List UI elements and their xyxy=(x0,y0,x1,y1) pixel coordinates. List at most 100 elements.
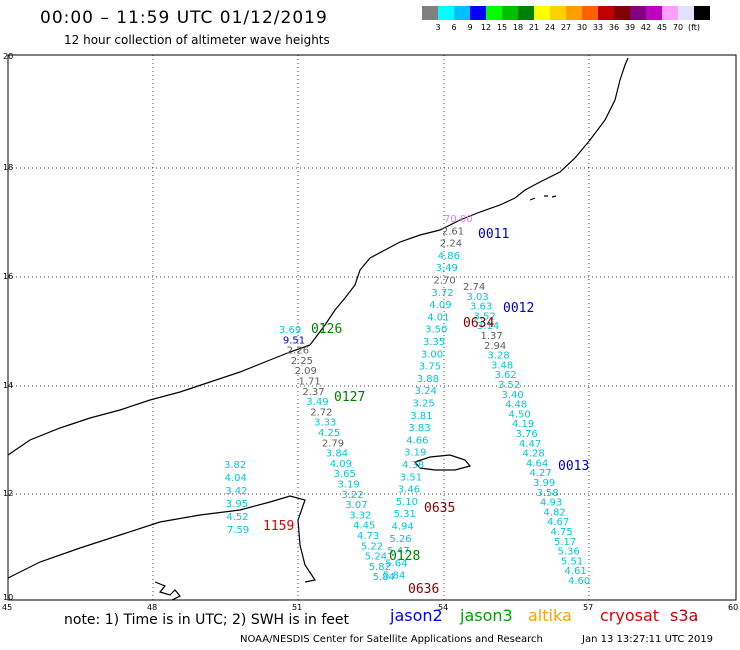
wave-height-value: 3.42 xyxy=(225,486,247,497)
wave-height-value: 2.25 xyxy=(291,356,313,367)
colorbar-swatch xyxy=(486,6,502,20)
wave-height-value: 3.00 xyxy=(421,349,443,360)
lon-label: 60 xyxy=(728,603,738,612)
wave-height-value: 4.45 xyxy=(353,521,375,532)
wave-height-value: 4.04 xyxy=(225,473,247,484)
wave-height-value: 3.52 xyxy=(498,380,520,391)
lat-label: 12 xyxy=(3,489,13,498)
colorbar-swatch xyxy=(614,6,630,20)
colorbar-label: 45 xyxy=(656,23,668,32)
wave-height-value: 3.82 xyxy=(224,460,246,471)
wave-height-value: 5.84 xyxy=(373,572,395,583)
wave-height-value: 3.24 xyxy=(415,386,437,397)
wave-height-value: 3.69 xyxy=(279,325,301,336)
lon-label: 48 xyxy=(147,603,157,612)
map-title: 00:00 – 11:59 UTC 01/12/2019 xyxy=(40,8,328,28)
wave-height-value: 4.19 xyxy=(512,419,534,430)
wave-height-value: 3.72 xyxy=(431,288,453,299)
mission-cryosat: cryosat xyxy=(600,606,660,625)
wave-height-value: 4.64 xyxy=(526,458,548,469)
colorbar-swatch xyxy=(422,6,438,20)
wave-height-value: 5.26 xyxy=(389,534,411,545)
wave-height-value: 2.70 xyxy=(434,276,456,287)
coastline xyxy=(7,57,629,601)
colorbar-swatch xyxy=(694,6,710,20)
pass-label: 0011 xyxy=(478,227,509,242)
wave-height-value: 4.73 xyxy=(357,531,379,542)
colorbar-swatch xyxy=(566,6,582,20)
lon-label: 54 xyxy=(438,603,448,612)
colorbar-label: (ft) xyxy=(687,23,701,32)
colorbar-swatch xyxy=(454,6,470,20)
wave-height-value: 4.27 xyxy=(530,468,552,479)
mission-jason2: jason2 xyxy=(390,606,443,625)
colorbar-label: 12 xyxy=(480,23,492,32)
colorbar-swatch xyxy=(598,6,614,20)
colorbar-label: 30 xyxy=(576,23,588,32)
wave-height-value: 2.72 xyxy=(310,407,332,418)
pass-label: 0127 xyxy=(334,390,365,405)
wave-height-value: 3.62 xyxy=(495,370,517,381)
colorbar-swatch xyxy=(582,6,598,20)
colorbar-label: 24 xyxy=(544,23,556,32)
wave-height-value: 3.22 xyxy=(341,490,363,501)
wave-height-value: 4.67 xyxy=(547,517,569,528)
wave-height-value: 70.00 xyxy=(444,214,473,225)
pass-label: 0635 xyxy=(424,501,455,516)
colorbar-swatch xyxy=(438,6,454,20)
wave-height-value: 3.75 xyxy=(419,362,441,373)
wave-height-value: 4.09 xyxy=(330,459,352,470)
wave-height-value: 4.48 xyxy=(505,400,527,411)
wave-height-value: 3.88 xyxy=(417,374,439,385)
wave-height-value: 4.25 xyxy=(318,428,340,439)
wave-height-value: 3.40 xyxy=(502,390,524,401)
wave-height-value: 5.82 xyxy=(369,562,391,573)
wave-height-value: 2.37 xyxy=(302,387,324,398)
mission-s3a: s3a xyxy=(670,606,699,625)
wave-height-value: 3.32 xyxy=(349,510,371,521)
wave-height-value: 2.74 xyxy=(463,282,485,293)
footer-credit: NOAA/NESDIS Center for Satellite Applica… xyxy=(240,634,543,645)
wave-height-value: 3.58 xyxy=(537,488,559,499)
map-frame xyxy=(7,54,737,601)
wave-height-value: 5.51 xyxy=(561,556,583,567)
colorbar-label: 21 xyxy=(528,23,540,32)
wave-height-value: 3.81 xyxy=(410,411,432,422)
colorbar-swatch xyxy=(502,6,518,20)
colorbar-label: 42 xyxy=(640,23,652,32)
wave-height-value: 1.37 xyxy=(481,331,503,342)
mission-altika: altika xyxy=(528,606,572,625)
wave-height-value: 3.19 xyxy=(404,448,426,459)
wave-height-value: 3.50 xyxy=(425,325,447,336)
wave-height-value: 4.82 xyxy=(544,507,566,518)
wave-height-tracks: 3.82 4.04 3.42 3.95 4.52 7.59 3.699.512.262.25… xyxy=(224,214,590,587)
wave-height-value: 3.51 xyxy=(400,472,422,483)
colorbar-swatch xyxy=(662,6,678,20)
colorbar-swatch xyxy=(646,6,662,20)
wave-height-value: 2.24 xyxy=(440,239,462,250)
wave-height-value: 3.52 xyxy=(474,311,496,322)
pass-labels: 0011 0012 0013 0126 0127 0128 0634 0635 0636 1159 xyxy=(263,227,589,597)
mission-jason3: jason3 xyxy=(460,606,513,625)
wave-height-value: 4.94 xyxy=(392,522,414,533)
wave-height-value: 5.22 xyxy=(361,541,383,552)
wave-height-value: 3.46 xyxy=(398,485,420,496)
colorbar-label: 18 xyxy=(512,23,524,32)
colorbar-label: 3 xyxy=(435,23,441,32)
axis-labels: 45 48 51 54 57 60 20 18 16 14 12 10 xyxy=(2,52,738,612)
pass-label: 1159 xyxy=(263,519,294,534)
wave-height-value: 4.86 xyxy=(438,251,460,262)
lon-label: 57 xyxy=(583,603,593,612)
wave-height-value: 5.84 xyxy=(383,571,405,582)
wave-height-value: 4.09 xyxy=(429,300,451,311)
colorbar-label: 15 xyxy=(496,23,508,32)
wave-height-value: 2.61 xyxy=(442,226,464,237)
wave-height-value: 3.95 xyxy=(226,499,248,510)
footer-timestamp: Jan 13 13:27:11 UTC 2019 xyxy=(582,634,714,645)
wave-height-value: 4.52 xyxy=(226,512,248,523)
colorbar-label: 27 xyxy=(560,23,572,32)
wave-height-value: 5.64 xyxy=(385,558,407,569)
wave-height-value: 3.19 xyxy=(338,480,360,491)
wave-height-value: 3.49 xyxy=(436,263,458,274)
wave-height-value: 4.75 xyxy=(551,527,573,538)
